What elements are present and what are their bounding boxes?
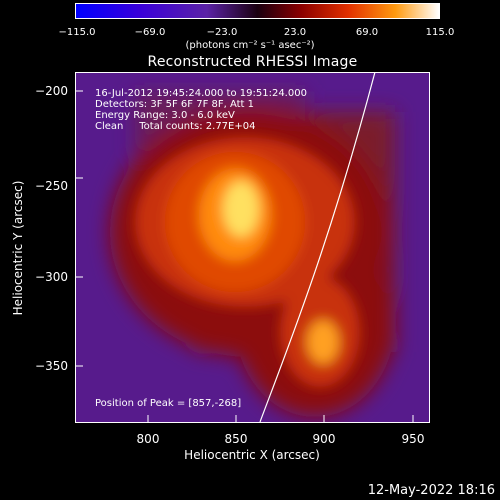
colorbar-tick: 69.0	[355, 27, 379, 38]
x-tick-label: 950	[401, 432, 425, 446]
emission-core	[135, 137, 360, 387]
solar-limb-line	[259, 72, 376, 423]
plot-border	[75, 72, 430, 423]
colorbar-tick: −69.0	[134, 27, 166, 38]
y-tick-label: −200	[35, 84, 68, 98]
colorbar-tick: −115.0	[58, 27, 96, 38]
colorbar-tick: 115.0	[425, 27, 455, 38]
y-tick-label: −250	[35, 179, 68, 193]
image-plot	[75, 72, 430, 423]
colorbar-tick: −23.0	[206, 27, 238, 38]
colorbar-tick: 23.0	[283, 27, 307, 38]
y-tick-label: −350	[35, 359, 68, 373]
annotation-time-range: 16-Jul-2012 19:45:24.000 to 19:51:24.000	[95, 88, 307, 99]
tick-marks	[75, 90, 414, 423]
image-plot-canvas	[75, 72, 430, 423]
plot-title: Reconstructed RHESSI Image	[147, 54, 358, 70]
annotation-energy-range: Energy Range: 3.0 - 6.0 keV	[95, 110, 235, 121]
y-axis-label: Heliocentric Y (arcsec)	[11, 180, 25, 316]
timestamp: 12-May-2022 18:16	[367, 483, 495, 498]
colorbar-units-label: (photons cm⁻² s⁻¹ asec⁻²)	[185, 40, 315, 51]
x-tick-label: 800	[136, 432, 160, 446]
colorbar	[75, 3, 440, 19]
annotation-peak-position: Position of Peak = [857,-268]	[95, 398, 242, 409]
x-tick-label: 850	[224, 432, 248, 446]
annotation-detectors: Detectors: 3F 5F 6F 7F 8F, Att 1	[95, 99, 255, 110]
x-axis-label: Heliocentric X (arcsec)	[184, 448, 320, 462]
y-tick-label: −300	[35, 270, 68, 284]
x-tick-label: 900	[312, 432, 336, 446]
annotation-total-counts: Clean Total counts: 2.77E+04	[95, 121, 256, 132]
